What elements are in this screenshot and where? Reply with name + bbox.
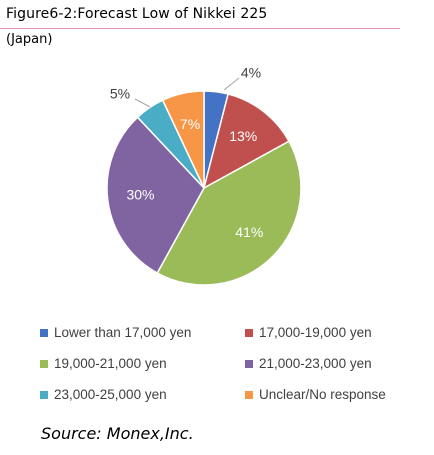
slice-data-label: 30% bbox=[126, 187, 154, 203]
legend-label: 19,000-21,000 yen bbox=[54, 356, 167, 371]
legend-swatch bbox=[245, 391, 253, 399]
leader-line bbox=[134, 98, 151, 108]
pie-slice-3 bbox=[156, 140, 302, 286]
legend-label: Lower than 17,000 yen bbox=[54, 325, 192, 340]
slice-data-label: 41% bbox=[235, 224, 263, 240]
legend-swatch bbox=[245, 329, 253, 337]
legend-swatch bbox=[40, 360, 48, 368]
pie-slice-2 bbox=[202, 93, 291, 190]
pie-slice-4 bbox=[106, 116, 205, 275]
legend-swatch bbox=[40, 329, 48, 337]
legend-swatch bbox=[245, 360, 253, 368]
legend-label: 21,000-23,000 yen bbox=[259, 356, 372, 371]
slice-data-label: 7% bbox=[180, 116, 200, 132]
legend-label: 23,000-25,000 yen bbox=[54, 387, 167, 402]
slice-data-label: 4% bbox=[241, 65, 261, 81]
source-note: Source: Monex,Inc. bbox=[41, 424, 194, 443]
pie-slice-6 bbox=[161, 90, 205, 189]
legend-label: Unclear/No response bbox=[259, 387, 386, 402]
slice-data-label: 13% bbox=[229, 128, 257, 144]
legend-label: 17,000-19,000 yen bbox=[259, 325, 372, 340]
slice-data-label: 5% bbox=[110, 86, 130, 102]
chart-title: Figure6-2:Forecast Low of Nikkei 225 bbox=[6, 6, 268, 22]
legend-swatch bbox=[40, 391, 48, 399]
title-underline bbox=[0, 28, 400, 29]
chart-subtitle: (Japan) bbox=[6, 32, 53, 47]
leader-line bbox=[223, 77, 240, 91]
